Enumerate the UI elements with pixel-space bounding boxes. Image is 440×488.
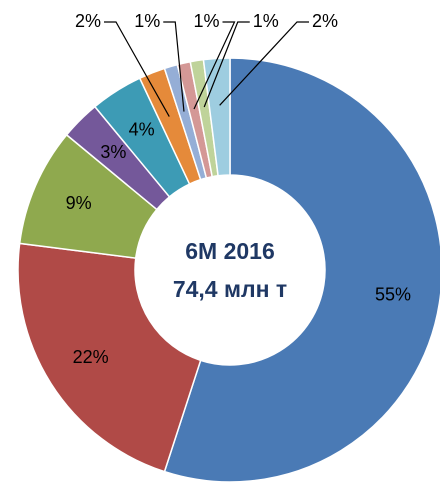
leader-line bbox=[219, 21, 309, 106]
chart-subtitle: 74,4 млн т bbox=[173, 276, 287, 302]
data-label: 9% bbox=[66, 193, 92, 213]
pie-slice bbox=[163, 57, 440, 483]
data-label: 22% bbox=[73, 347, 109, 367]
chart-title: 6M 2016 bbox=[185, 238, 275, 264]
leader-line bbox=[193, 21, 236, 110]
data-label: 2% bbox=[312, 11, 338, 31]
data-label: 3% bbox=[100, 142, 126, 162]
data-label: 2% bbox=[75, 11, 101, 31]
data-label: 4% bbox=[129, 119, 155, 139]
data-label: 1% bbox=[193, 11, 219, 31]
data-label: 1% bbox=[253, 11, 279, 31]
leader-line bbox=[163, 21, 185, 112]
data-label: 1% bbox=[134, 11, 160, 31]
leader-line bbox=[203, 21, 250, 108]
data-label: 55% bbox=[375, 285, 411, 305]
leader-line bbox=[104, 21, 170, 117]
donut-hole bbox=[135, 175, 325, 365]
